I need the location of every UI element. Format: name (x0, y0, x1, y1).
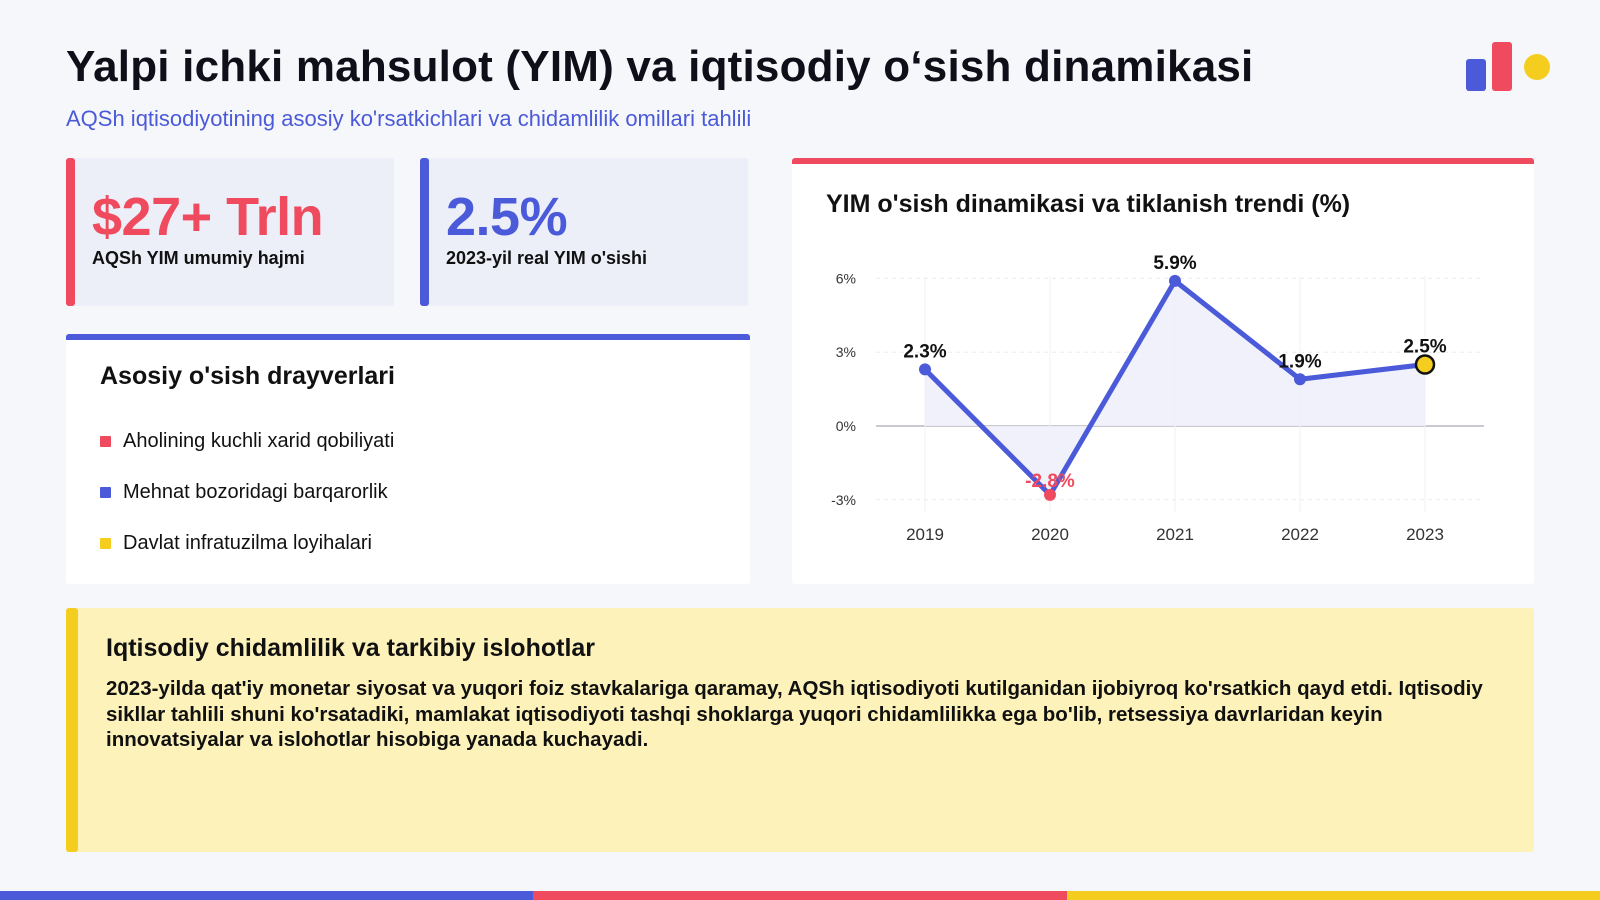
driver-label: Mehnat bozoridagi barqarorlik (123, 481, 388, 503)
y-tick-label: 3% (836, 344, 856, 360)
data-label: 2.5% (1403, 337, 1446, 358)
footer-segment-blue (0, 891, 534, 900)
stat-value: 2.5% (446, 187, 568, 247)
stat-label: AQSh YIM umumiy hajmi (92, 248, 305, 268)
data-label: 1.9% (1278, 351, 1321, 372)
y-tick-label: 0% (836, 418, 856, 434)
logo-dot-yellow (1524, 54, 1550, 80)
note-text: 2023-yilda qat'iy monetar siyosat va yuq… (106, 677, 1483, 751)
page-title: Yalpi ichki mahsulot (YIM) va iqtisodiy … (66, 42, 1254, 91)
logo-bar-blue (1466, 59, 1486, 91)
list-item: Davlat infratuzilma loyihalari (100, 518, 394, 569)
data-point (1294, 373, 1306, 386)
driver-label: Aholining kuchli xarid qobiliyati (123, 430, 395, 452)
data-point (919, 363, 931, 376)
drivers-list: Aholining kuchli xarid qobiliyati Mehnat… (100, 416, 394, 569)
stat-accent-bar (66, 158, 75, 306)
bullet-square-icon (100, 487, 111, 498)
x-tick-label: 2019 (906, 525, 944, 544)
bullet-square-icon (100, 436, 111, 447)
gdp-growth-line-chart: 6% 3% 0% -3% 2.3% 2019 -2.8% 2020 5.9% 2021 1.9% 20… (831, 253, 1484, 544)
data-label: -2.8% (1025, 471, 1075, 492)
note-title: Iqtisodiy chidamlilik va tarkibiy isloho… (106, 634, 596, 662)
data-point (1044, 488, 1056, 501)
chart-title: YIM o'sish dinamikasi va tiklanish trend… (826, 190, 1351, 218)
data-point-highlight (1414, 354, 1436, 375)
footer-color-strip (0, 891, 1600, 900)
footer-segment-yellow (1066, 891, 1600, 900)
note-accent-bar (66, 608, 78, 852)
brand-logo (1466, 40, 1556, 96)
page-subtitle: AQSh iqtisodiyotining asosiy ko'rsatkich… (66, 106, 752, 131)
x-tick-label: 2022 (1281, 525, 1319, 544)
x-tick-label: 2023 (1406, 525, 1444, 544)
y-tick-label: -3% (831, 492, 856, 508)
drivers-title: Asosiy o'sish drayverlari (100, 362, 395, 390)
resilience-note-card: Iqtisodiy chidamlilik va tarkibiy isloho… (66, 608, 1534, 852)
footer-segment-red (533, 891, 1067, 900)
series-area (925, 280, 1425, 495)
stat-accent-bar (420, 158, 429, 306)
driver-label: Davlat infratuzilma loyihalari (123, 532, 372, 554)
data-label: 2.3% (903, 341, 946, 362)
list-item: Aholining kuchli xarid qobiliyati (100, 416, 394, 467)
data-point (1169, 274, 1181, 287)
x-tick-label: 2020 (1031, 525, 1069, 544)
chart-card: YIM o'sish dinamikasi va tiklanish trend… (792, 158, 1534, 584)
logo-bar-red (1492, 42, 1512, 91)
stat-label: 2023-yil real YIM o'sishi (446, 248, 648, 268)
data-label: 5.9% (1153, 253, 1196, 274)
y-tick-label: 6% (836, 270, 856, 286)
bullet-square-icon (100, 538, 111, 549)
stat-card-gdp-growth: 2.5% 2023-yil real YIM o'sishi (420, 158, 748, 306)
stat-value: $27+ Trln (92, 187, 324, 247)
growth-drivers-card: Asosiy o'sish drayverlari Aholining kuch… (66, 334, 750, 584)
stat-card-gdp-total: $27+ Trln AQSh YIM umumiy hajmi (66, 158, 394, 306)
list-item: Mehnat bozoridagi barqarorlik (100, 467, 394, 518)
x-tick-label: 2021 (1156, 525, 1194, 544)
